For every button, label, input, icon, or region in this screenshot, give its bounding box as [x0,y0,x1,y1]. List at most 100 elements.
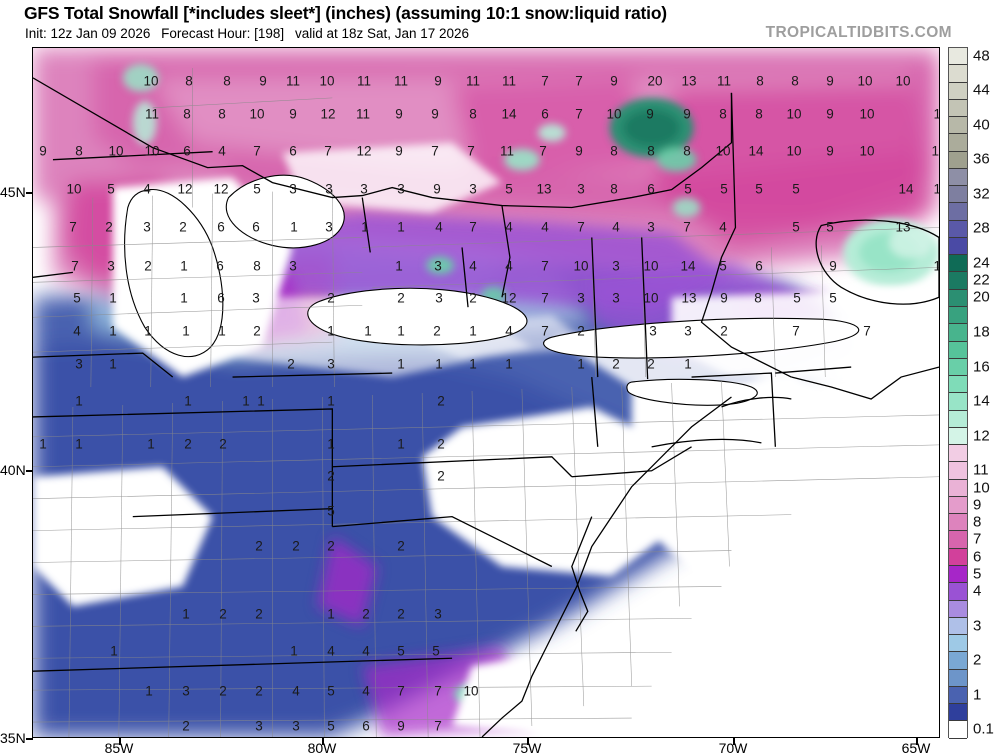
colorbar-tick-label: 9 [973,496,982,514]
snowfall-value-label: 10 [859,143,875,159]
colorbar-tick-label: 12 [973,427,990,445]
snowfall-value-label: 4 [362,683,370,699]
snowfall-value-label: 1 [327,323,335,339]
valid-time: valid at 18z Sat, Jan 17 2026 [294,26,470,41]
snowfall-value-label: 10 [108,143,124,159]
snowfall-value-label: 2 [437,436,445,452]
snowfall-value-label: 3 [397,181,405,197]
snowfall-value-label: 3 [325,219,333,235]
snowfall-value-label: 1 [327,436,335,452]
snowfall-value-label: 7 [863,323,871,339]
snowfall-value-label: 2 [219,436,227,452]
colorbar-swatch [949,617,967,636]
snowfall-value-label: 7 [431,143,439,159]
snowfall-value-label: 3 [325,181,333,197]
snowfall-value-label: 2 [647,356,655,372]
colorbar-tick-label: 6 [973,548,982,566]
snowfall-value-label: 8 [610,181,618,197]
colorbar-tick-label: 11 [973,461,989,479]
colorbar-swatch [949,237,967,256]
colorbar-tick-label: 14 [973,392,990,410]
snowfall-value-label: 3 [434,258,442,274]
snowfall-value-label: 4 [73,323,81,339]
snowfall-value-label: 2 [437,393,445,409]
snowfall-value-label: 2 [397,290,405,306]
snowfall-value-label: 10 [643,258,659,274]
colorbar-swatch [949,117,967,135]
x-axis-tick-label: 70W [718,740,748,756]
colorbar-swatch [949,48,967,66]
snowfall-value-label: 1 [397,356,405,372]
snowfall-value-label: 11 [501,73,517,89]
snowfall-value-label: 2 [397,606,405,622]
colorbar-swatch [949,445,967,463]
snowfall-value-label: 5 [327,683,335,699]
snowfall-value-label: 2 [612,356,620,372]
snowfall-value-label: 8 [756,73,764,89]
snowfall-value-label: 3 [292,718,300,734]
colorbar-swatch [949,686,967,705]
x-axis-tick-label: 65W [901,740,931,756]
snowfall-value-label: 8 [683,143,691,159]
snowfall-value-label: 8 [719,106,727,122]
snowfall-value-label: 9 [646,106,654,122]
snowfall-value-label: 3 [107,258,115,274]
snowfall-value-label: 8 [791,73,799,89]
snowfall-value-label: 9 [433,181,441,197]
colorbar-tick-label: 3 [973,617,982,635]
snowfall-value-label: 11 [499,143,515,159]
snowfall-value-label: 4 [505,323,513,339]
snowfall-value-label: 5 [792,219,800,235]
snowfall-value-label: 1 [180,290,188,306]
snowfall-value-label: 1 [469,323,477,339]
snowfall-value-label: 3 [612,258,620,274]
colorbar[interactable] [948,47,968,739]
colorbar-swatch [949,479,967,497]
x-axis-tick-label: 85W [104,740,134,756]
snowfall-value-label: 13 [681,290,697,306]
snowfall-value-label: 5 [505,181,513,197]
snowfall-value-label: 3 [647,219,655,235]
snowfall-value-label: 2 [253,323,261,339]
colorbar-swatch [949,721,967,739]
snowfall-value-label: 7 [541,323,549,339]
colorbar-swatch [949,168,967,187]
snowfall-value-label: 7 [434,718,442,734]
snowfall-value-label: 3 [143,219,151,235]
colorbar-tick-label: 40 [973,116,990,134]
snowfall-value-label: 7 [397,683,405,699]
snowfall-value-label: 4 [218,143,226,159]
snowfall-value-label: 2 [219,683,227,699]
y-axis-tick-label: 40N [0,462,26,478]
snowfall-value-label: 2 [287,356,295,372]
snowfall-value-label: 8 [253,258,261,274]
snowfall-value-label: 9 [259,73,267,89]
snowfall-value-label: 4 [612,219,620,235]
snowfall-value-label: 2 [362,606,370,622]
colorbar-swatch [949,358,967,377]
snowfall-value-label: 4 [435,219,443,235]
snowfall-value-label: 2 [469,290,477,306]
snowfall-value-label: 5 [397,643,405,659]
snowfall-value-label: 1 [109,323,117,339]
colorbar-swatch [949,255,967,273]
snowfall-value-label: 10 [249,106,265,122]
colorbar-swatch [949,635,967,653]
colorbar-tick-label: 22 [973,271,990,289]
snowfall-value-label: 9 [826,73,834,89]
snowfall-raster [33,48,939,737]
snowfall-value-label: 2 [577,323,585,339]
snowfall-value-label: 10 [606,106,622,122]
snowfall-value-label: 10 [715,143,731,159]
colorbar-swatch [949,272,967,290]
snowfall-value-label: 6 [252,219,260,235]
colorbar-swatch [949,669,967,687]
snowfall-value-label: 10 [933,259,939,274]
colorbar-tick-label: 10 [973,479,990,496]
x-axis-tick-label: 80W [307,740,337,756]
snowfall-value-label: 9 [610,73,618,89]
snowfall-value-label: 9 [395,106,403,122]
snowfall-value-label: 4 [143,181,151,197]
snowfall-value-label: 13 [895,219,911,235]
snowfall-value-label: 4 [292,683,300,699]
